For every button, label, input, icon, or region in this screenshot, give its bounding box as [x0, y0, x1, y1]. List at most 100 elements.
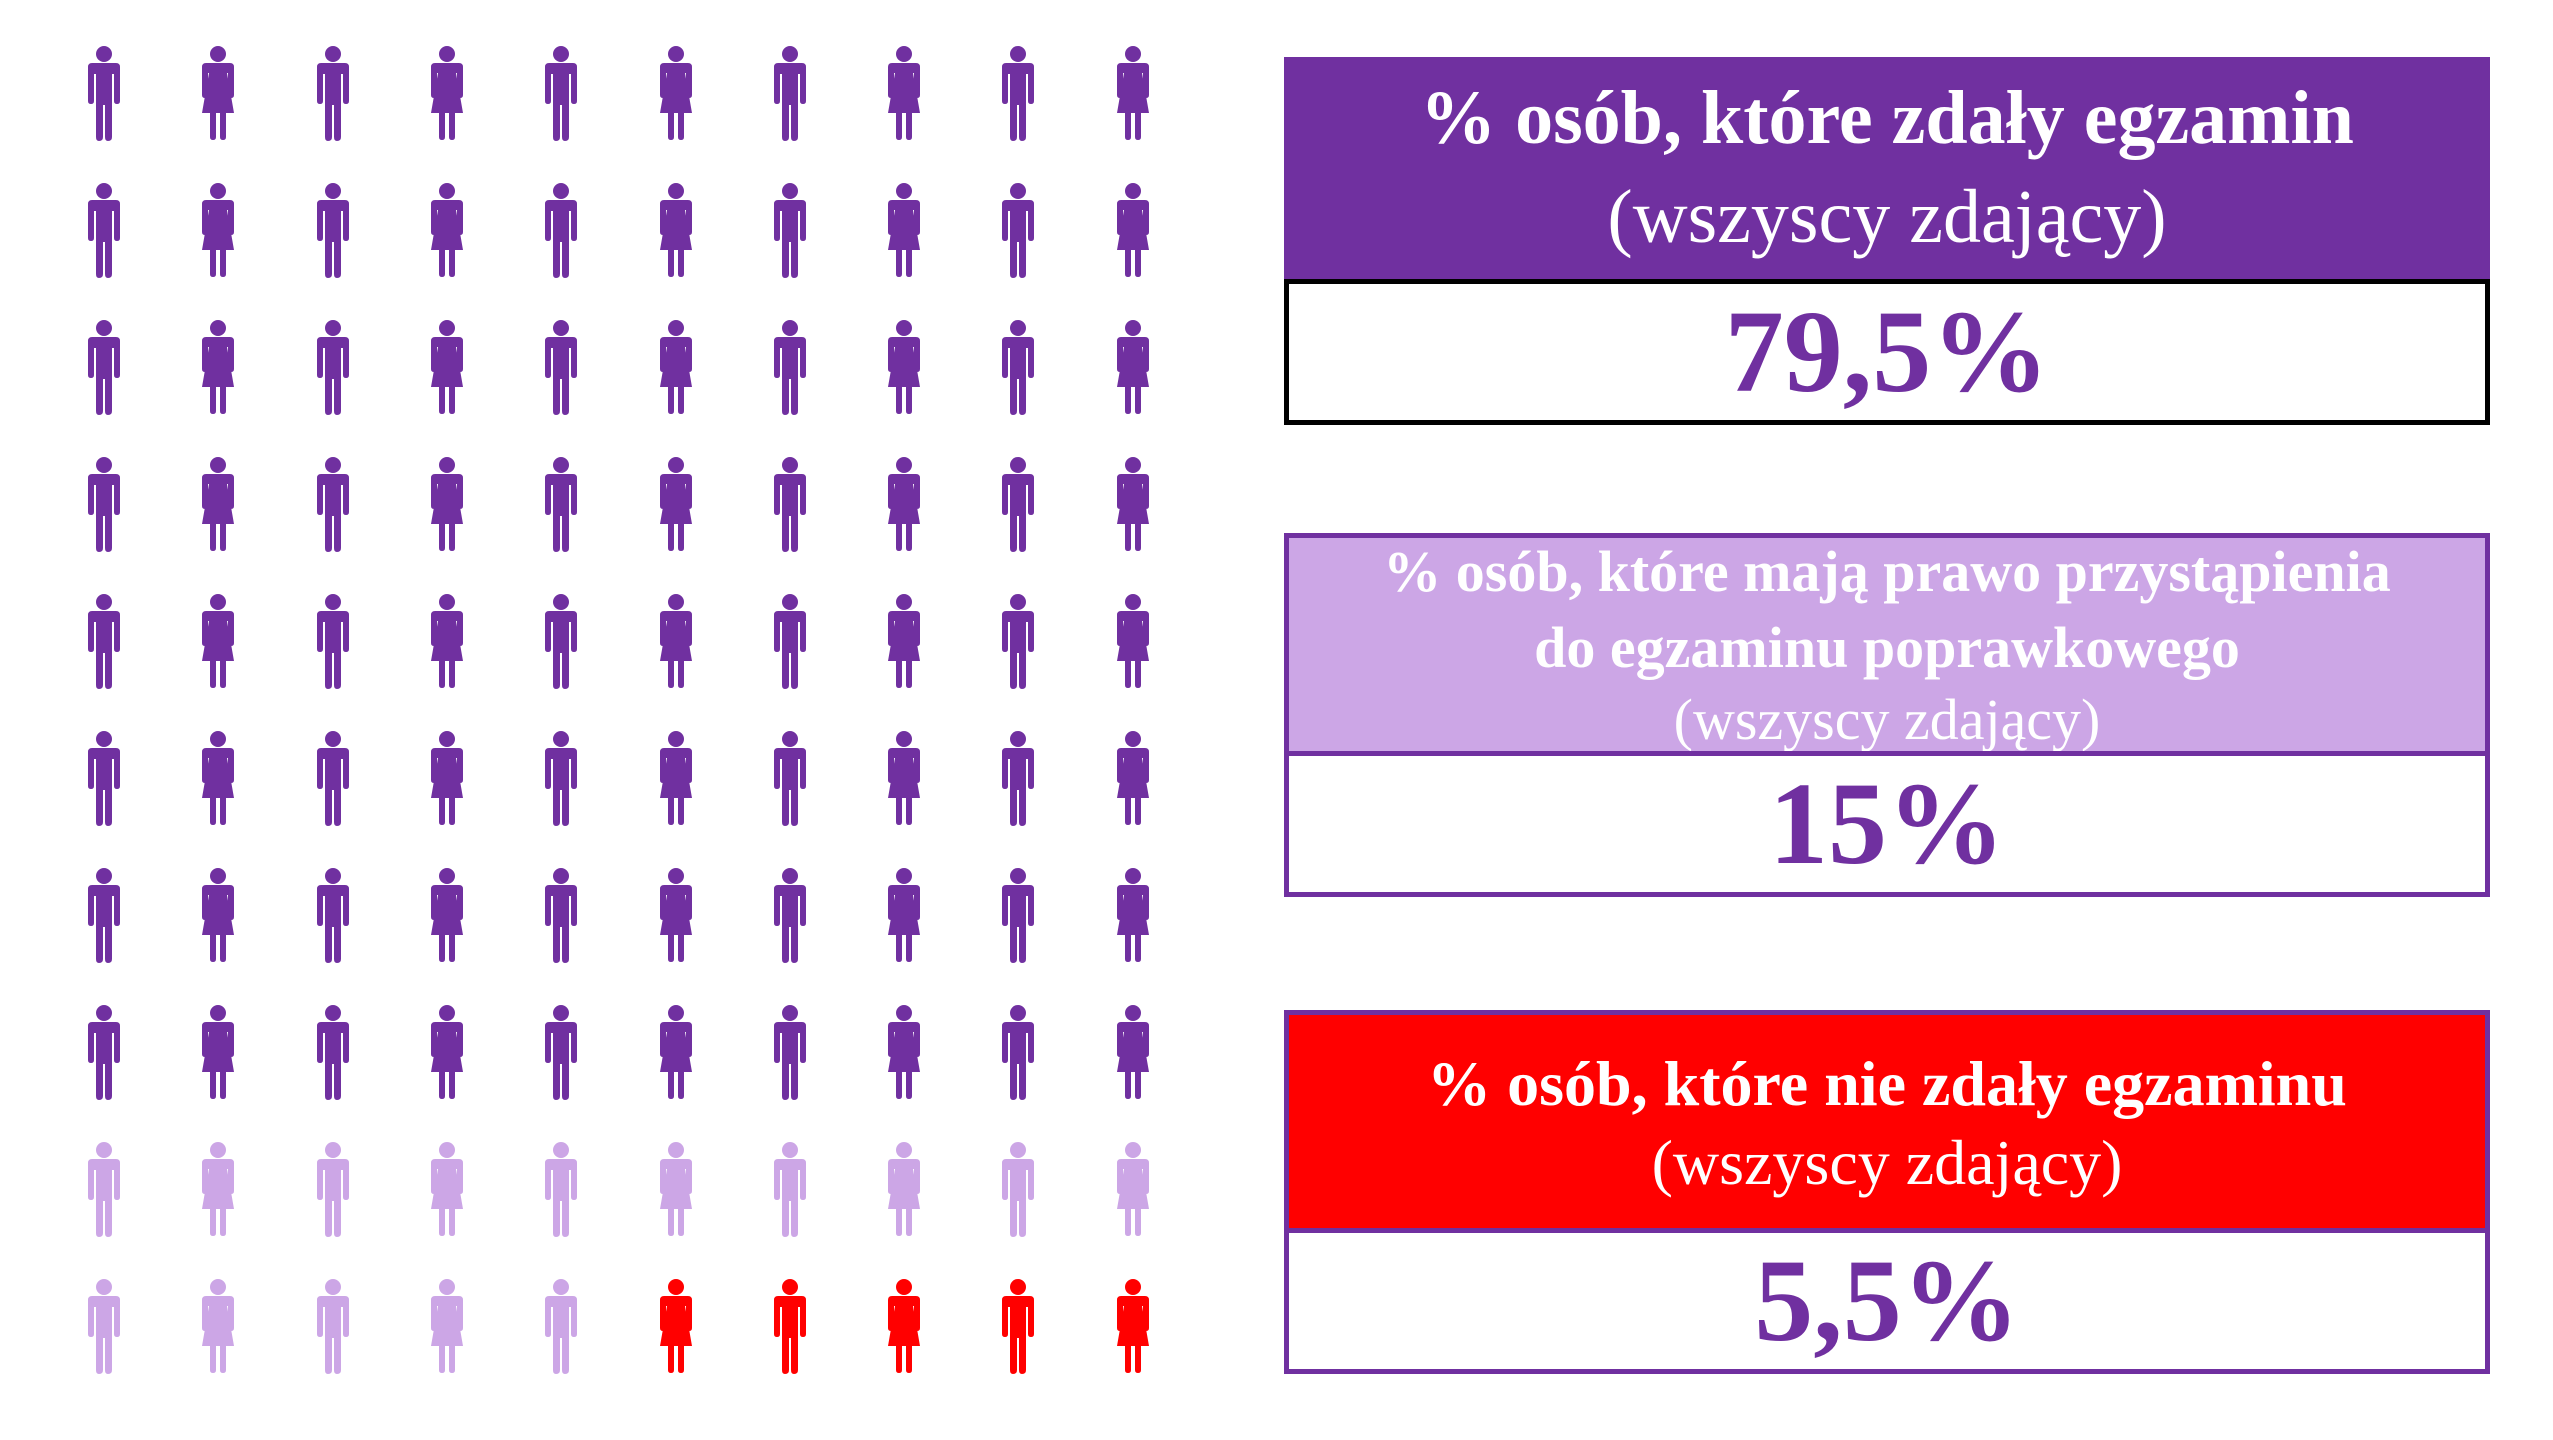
- male-passed-icon: [773, 868, 806, 963]
- female-retake-icon: [202, 1142, 235, 1236]
- male-passed-icon: [545, 1005, 578, 1100]
- female-retake-icon: [659, 1142, 692, 1236]
- female-retake-icon: [202, 1279, 235, 1373]
- female-passed-icon: [888, 868, 921, 962]
- female-passed-icon: [430, 1005, 463, 1099]
- male-retake-icon: [88, 1142, 120, 1237]
- male-retake-icon: [88, 1279, 120, 1374]
- male-passed-icon: [88, 731, 120, 826]
- male-retake-icon: [1002, 1142, 1035, 1237]
- female-retake-icon: [1116, 1142, 1149, 1236]
- male-passed-icon: [1002, 868, 1035, 963]
- retake-subtitle: (wszyscy zdający): [1673, 687, 2101, 753]
- passed-header: % osób, które zdały egzamin (wszyscy zda…: [1284, 57, 2490, 279]
- pictogram-grid: [60, 45, 1190, 1385]
- male-passed-icon: [316, 731, 349, 826]
- male-retake-icon: [316, 1279, 349, 1374]
- male-passed-icon: [316, 594, 349, 689]
- male-passed-icon: [316, 868, 349, 963]
- male-retake-icon: [545, 1142, 578, 1237]
- female-passed-icon: [202, 457, 235, 551]
- male-passed-icon: [88, 457, 120, 552]
- male-passed-icon: [545, 46, 578, 141]
- male-failed-icon: [773, 1279, 806, 1374]
- failed-header: % osób, które nie zdały egzaminu (wszysc…: [1289, 1015, 2485, 1233]
- female-passed-icon: [430, 594, 463, 688]
- female-passed-icon: [202, 1005, 235, 1099]
- female-passed-icon: [888, 183, 921, 277]
- female-passed-icon: [1116, 46, 1149, 140]
- female-failed-icon: [1116, 1279, 1149, 1373]
- female-passed-icon: [659, 46, 692, 140]
- female-passed-icon: [659, 320, 692, 414]
- female-passed-icon: [659, 594, 692, 688]
- female-passed-icon: [430, 731, 463, 825]
- male-passed-icon: [1002, 1005, 1035, 1100]
- male-failed-icon: [1002, 1279, 1035, 1374]
- male-retake-icon: [545, 1279, 578, 1374]
- retake-value: 15%: [1289, 756, 2485, 892]
- male-passed-icon: [88, 868, 120, 963]
- male-passed-icon: [1002, 731, 1035, 826]
- male-passed-icon: [773, 46, 806, 141]
- failed-value: 5,5%: [1289, 1233, 2485, 1369]
- male-passed-icon: [88, 46, 120, 141]
- male-passed-icon: [88, 1005, 120, 1100]
- female-passed-icon: [659, 731, 692, 825]
- female-passed-icon: [888, 457, 921, 551]
- passed-title: % osób, które zdały egzamin: [1420, 76, 2354, 161]
- male-passed-icon: [316, 183, 349, 278]
- female-passed-icon: [202, 594, 235, 688]
- female-passed-icon: [202, 46, 235, 140]
- female-passed-icon: [888, 46, 921, 140]
- male-passed-icon: [1002, 46, 1035, 141]
- female-passed-icon: [430, 457, 463, 551]
- male-passed-icon: [545, 594, 578, 689]
- female-passed-icon: [659, 1005, 692, 1099]
- male-passed-icon: [545, 457, 578, 552]
- male-passed-icon: [1002, 457, 1035, 552]
- male-passed-icon: [545, 868, 578, 963]
- female-failed-icon: [888, 1279, 921, 1373]
- female-passed-icon: [1116, 1005, 1149, 1099]
- male-passed-icon: [773, 731, 806, 826]
- female-passed-icon: [202, 731, 235, 825]
- male-passed-icon: [773, 183, 806, 278]
- female-passed-icon: [888, 320, 921, 414]
- male-passed-icon: [773, 320, 806, 415]
- retake-title-line2: do egzaminu poprawkowego: [1534, 614, 2240, 680]
- male-passed-icon: [88, 594, 120, 689]
- female-passed-icon: [1116, 868, 1149, 962]
- female-passed-icon: [1116, 594, 1149, 688]
- female-retake-icon: [430, 1279, 463, 1373]
- female-passed-icon: [659, 457, 692, 551]
- male-passed-icon: [545, 731, 578, 826]
- female-passed-icon: [202, 320, 235, 414]
- passed-subtitle: (wszyscy zdający): [1607, 175, 2167, 259]
- female-passed-icon: [1116, 183, 1149, 277]
- failed-subtitle: (wszyscy zdający): [1651, 1126, 2123, 1198]
- female-passed-icon: [1116, 731, 1149, 825]
- male-passed-icon: [545, 183, 578, 278]
- male-passed-icon: [316, 457, 349, 552]
- female-failed-icon: [659, 1279, 692, 1373]
- female-passed-icon: [430, 868, 463, 962]
- female-retake-icon: [430, 1142, 463, 1236]
- female-passed-icon: [1116, 457, 1149, 551]
- failed-title: % osób, które nie zdały egzaminu: [1427, 1047, 2347, 1119]
- male-passed-icon: [773, 457, 806, 552]
- male-passed-icon: [1002, 320, 1035, 415]
- male-passed-icon: [316, 1005, 349, 1100]
- female-passed-icon: [202, 183, 235, 277]
- male-passed-icon: [88, 320, 120, 415]
- female-passed-icon: [888, 594, 921, 688]
- male-retake-icon: [773, 1142, 806, 1237]
- male-passed-icon: [773, 594, 806, 689]
- failed-box: % osób, które nie zdały egzaminu (wszysc…: [1284, 1010, 2490, 1374]
- female-passed-icon: [430, 183, 463, 277]
- male-passed-icon: [773, 1005, 806, 1100]
- retake-box: % osób, które mają prawo przystąpienia d…: [1284, 533, 2490, 897]
- male-passed-icon: [316, 320, 349, 415]
- female-passed-icon: [202, 868, 235, 962]
- male-passed-icon: [545, 320, 578, 415]
